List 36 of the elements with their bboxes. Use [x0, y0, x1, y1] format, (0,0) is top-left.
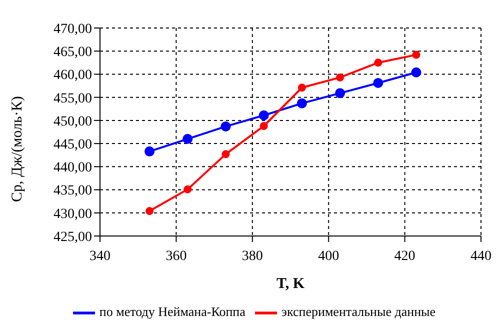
- point: [296, 98, 307, 108]
- point: [220, 121, 231, 132]
- y-tick-label: 470,00: [54, 22, 92, 37]
- x-tick-label: 380: [242, 248, 263, 264]
- y-tick-label: 450,00: [54, 114, 92, 130]
- y-tick-label: 425,00: [54, 230, 92, 245]
- point: [336, 73, 344, 82]
- point: [411, 67, 422, 78]
- x-axis-title: T, K: [276, 276, 305, 292]
- point: [146, 207, 154, 216]
- point: [374, 58, 382, 67]
- point: [182, 134, 193, 144]
- y-axis-title: Cp, Дж/(моль·К): [9, 96, 26, 202]
- x-tick-label: 400: [318, 248, 340, 264]
- y-tick-label: 430,00: [54, 206, 92, 222]
- point: [335, 88, 346, 98]
- point: [412, 50, 420, 59]
- x-tick-label: 340: [90, 248, 110, 264]
- point: [144, 146, 155, 156]
- y-tick-label: 460,00: [54, 68, 92, 84]
- point: [184, 185, 192, 194]
- y-tick-label: 435,00: [54, 184, 92, 199]
- x-tick-label: 420: [394, 248, 416, 264]
- point: [260, 122, 268, 130]
- point: [373, 78, 384, 88]
- point: [258, 110, 269, 120]
- y-tick-label: 445,00: [54, 138, 92, 153]
- point: [222, 150, 230, 158]
- y-tick-label: 455,00: [54, 91, 92, 106]
- y-tick-label: 465,00: [54, 45, 92, 60]
- x-tick-label: 440: [470, 248, 492, 264]
- point: [298, 84, 306, 92]
- y-tick-label: 440,00: [54, 160, 92, 176]
- x-tick-label: 360: [166, 248, 187, 264]
- legend-label: по методу Неймана-Коппа: [99, 304, 246, 319]
- legend-label: экспериментальные данные: [281, 304, 436, 319]
